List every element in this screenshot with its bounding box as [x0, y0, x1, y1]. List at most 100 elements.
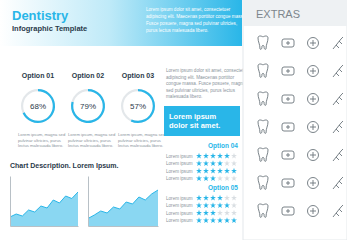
icon	[308, 122, 319, 133]
rating-star	[210, 195, 216, 201]
icon-shape	[310, 96, 316, 102]
icon	[308, 38, 319, 49]
text: adipiscing elit. Maecenas porttitor	[166, 75, 235, 80]
icon-shape	[333, 149, 343, 161]
icon-shape	[286, 209, 290, 213]
highlight-box	[164, 106, 240, 136]
icon-shape	[333, 37, 343, 49]
rating-star	[224, 210, 230, 216]
icon-shape	[282, 151, 294, 159]
rating-star	[231, 210, 237, 216]
donut-arc	[71, 89, 105, 123]
rating-star	[217, 175, 223, 181]
rating-star	[210, 175, 216, 181]
text: Chart Description. Lorem Ipsum.	[10, 162, 119, 170]
rating-star	[224, 160, 230, 166]
icon-shape	[333, 177, 343, 189]
text: lectus malesuada libero.	[18, 143, 63, 148]
icon	[333, 205, 343, 217]
rating-star	[210, 202, 216, 208]
icon	[333, 65, 343, 77]
icon-shape	[286, 41, 290, 45]
icon-shape	[333, 205, 343, 217]
icon	[308, 66, 319, 77]
text: EXTRAS	[256, 8, 300, 20]
icon-shape	[310, 152, 316, 158]
icon	[308, 206, 319, 217]
icon	[258, 64, 268, 77]
icon-shape	[308, 94, 319, 105]
icon-shape	[308, 66, 319, 77]
text: lectus malesuada libero.	[118, 143, 163, 148]
rating-star	[231, 175, 237, 181]
icon	[282, 151, 294, 159]
text: Lorem ipsum, magna sed	[68, 132, 116, 137]
rating-star	[231, 217, 237, 223]
icon-shape	[333, 65, 343, 77]
y-axis	[10, 177, 11, 227]
text: Option 02	[72, 72, 104, 80]
icon-shape	[286, 69, 290, 73]
icon	[308, 94, 319, 105]
text: Lorem ipsum	[166, 169, 193, 174]
text: Lorem ipsum	[166, 218, 193, 223]
icon	[333, 93, 343, 105]
text: Lorem ipsum	[166, 203, 193, 208]
rating-star	[217, 195, 223, 201]
icon-shape	[310, 180, 316, 186]
plot-area	[88, 190, 158, 226]
text: malesuada libero.	[166, 94, 202, 99]
rating-star	[224, 175, 230, 181]
rating-star	[210, 168, 216, 174]
icon-shape	[282, 207, 294, 215]
rating-star	[231, 160, 237, 166]
rating-star	[203, 160, 209, 166]
icon	[308, 178, 319, 189]
icon-shape	[333, 121, 343, 133]
icon	[258, 92, 268, 105]
area	[88, 190, 158, 226]
axis-line	[88, 177, 89, 227]
text: 79%	[80, 102, 96, 111]
text: Fusce posuere, magna sed pulvinar ultric…	[146, 21, 237, 26]
text: Lorem ipsum	[166, 154, 193, 159]
icon-shape	[282, 123, 294, 131]
icon	[282, 179, 294, 187]
text: Infographic Template	[12, 24, 87, 33]
icon-shape	[308, 38, 319, 49]
rating-star	[224, 217, 230, 223]
text: Lorem ipsum	[166, 196, 193, 201]
icon-shape	[282, 95, 294, 103]
text: 68%	[30, 102, 46, 111]
icon-shape	[282, 39, 294, 47]
area-line	[10, 192, 78, 217]
rating-star	[224, 195, 230, 201]
icon	[282, 95, 294, 103]
icon-grid	[258, 36, 343, 217]
axis-line	[89, 226, 159, 227]
donut-arc	[131, 89, 155, 123]
area-chart	[88, 177, 159, 227]
icon-shape	[282, 179, 294, 187]
icon-shape	[286, 97, 290, 101]
rating-star	[203, 168, 209, 174]
area-line	[88, 190, 158, 219]
icon	[258, 148, 268, 161]
icon	[333, 177, 343, 189]
plot-area	[10, 192, 78, 226]
icon	[333, 149, 343, 161]
text: Lorem ipsum	[166, 161, 193, 166]
donut-arc	[23, 89, 55, 123]
rating-star	[196, 160, 202, 166]
icon-shape	[258, 148, 268, 161]
text: congue massa. Fusce posuere, magna	[166, 81, 246, 86]
rating-star	[217, 160, 223, 166]
icon	[282, 207, 294, 215]
extras-header	[243, 0, 347, 26]
icon-shape	[308, 122, 319, 133]
rating-star	[210, 160, 216, 166]
rating-star	[203, 153, 209, 159]
donut-track	[121, 89, 155, 123]
rating-star	[196, 202, 202, 208]
rating-star	[231, 168, 237, 174]
